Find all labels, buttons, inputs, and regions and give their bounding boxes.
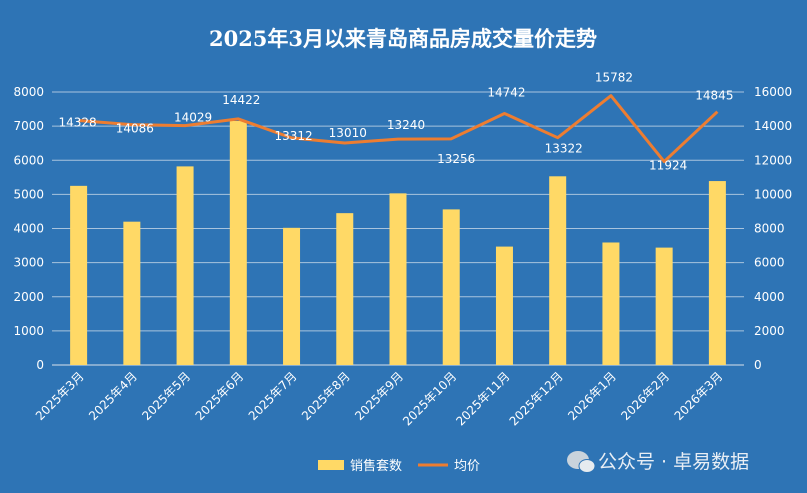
left-tick-label: 0 [36, 358, 44, 372]
right-axis: 0 2000 4000 6000 8000 10000 12000 14000 16000 [754, 85, 792, 372]
category-label: 2025年6月 [193, 369, 247, 423]
data-label: 14086 [116, 122, 154, 136]
bar [176, 166, 194, 365]
legend: 销售套数 均价 [318, 458, 480, 474]
left-tick-label: 5000 [13, 187, 44, 201]
chart-title: 2025年3月以来青岛商品房成交量价走势 [209, 26, 597, 51]
left-tick-label: 7000 [13, 119, 44, 133]
legend-swatch-bars [318, 460, 344, 470]
data-label: 14742 [487, 85, 525, 99]
left-tick-label: 4000 [13, 222, 44, 236]
bar [708, 181, 726, 365]
category-label: 2025年11月 [453, 369, 512, 428]
category-label: 2025年9月 [352, 369, 406, 423]
category-label: 2025年3月 [33, 369, 87, 423]
category-label: 2026年2月 [618, 369, 672, 423]
data-label: 14422 [222, 93, 260, 107]
bar [229, 121, 247, 365]
category-label: 2025年8月 [299, 369, 353, 423]
category-label: 2025年7月 [246, 369, 300, 423]
bar [602, 242, 620, 365]
data-label: 13010 [329, 126, 367, 140]
data-label: 15782 [595, 71, 633, 85]
data-label: 13322 [545, 142, 583, 156]
data-label: 11924 [649, 159, 687, 173]
left-tick-label: 8000 [13, 85, 44, 99]
wechat-icon-bubble [578, 459, 596, 473]
bar-series [70, 121, 726, 365]
data-label: 13256 [437, 152, 475, 166]
bar [336, 213, 354, 365]
data-label: 14029 [174, 111, 212, 125]
legend-label-line: 均价 [454, 459, 480, 474]
bar [123, 221, 141, 365]
bar [442, 209, 460, 365]
line-path [78, 94, 719, 164]
x-axis: 2025年3月 2025年4月 2025年5月 2025年6月 2025年7月 2025年… [33, 369, 726, 428]
data-label: 14328 [59, 116, 97, 130]
bar [283, 227, 301, 365]
category-label: 2025年12月 [507, 369, 566, 428]
legend-label-bars: 销售套数 [350, 458, 402, 474]
right-tick-label: 6000 [754, 256, 785, 270]
category-label: 2025年10月 [400, 369, 459, 428]
bar [389, 193, 407, 365]
bar [495, 246, 513, 365]
left-axis: 0 1000 2000 3000 4000 5000 6000 7000 8000 [13, 85, 44, 372]
line-series: 14328 14086 14029 14422 13312 13010 13240 13256… [59, 71, 734, 173]
right-tick-label: 12000 [754, 153, 792, 167]
category-label: 2025年4月 [86, 369, 140, 423]
left-tick-label: 3000 [13, 256, 44, 270]
data-label: 14845 [695, 89, 733, 103]
data-label: 13240 [387, 118, 425, 132]
right-tick-label: 0 [754, 358, 762, 372]
left-tick-label: 2000 [13, 290, 44, 304]
right-tick-label: 14000 [754, 119, 792, 133]
left-tick-label: 1000 [13, 324, 44, 338]
data-label: 13312 [274, 129, 312, 143]
right-tick-label: 2000 [754, 324, 785, 338]
category-label: 2026年3月 [672, 369, 726, 423]
bar [549, 176, 567, 365]
right-tick-label: 16000 [754, 85, 792, 99]
right-tick-label: 10000 [754, 187, 792, 201]
watermark-text: 公众号 · 卓易数据 [598, 451, 749, 473]
category-label: 2025年5月 [139, 369, 193, 423]
right-tick-label: 8000 [754, 222, 785, 236]
right-tick-label: 4000 [754, 290, 785, 304]
category-label: 2026年1月 [565, 369, 619, 423]
watermark: 公众号 · 卓易数据 [567, 451, 749, 473]
bar [655, 247, 673, 365]
left-tick-label: 6000 [13, 153, 44, 167]
bar [70, 185, 88, 365]
